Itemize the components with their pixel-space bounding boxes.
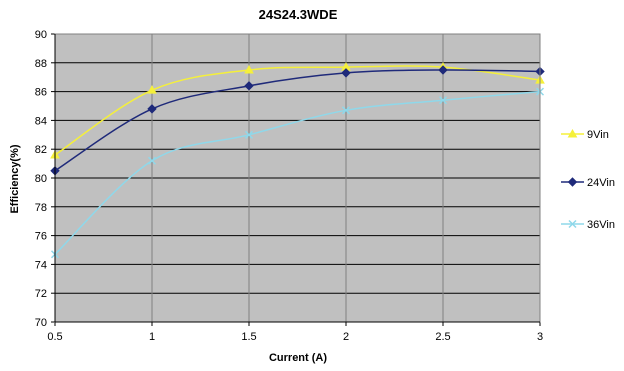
- y-tick-label: 84: [35, 115, 47, 127]
- x-tick-label: 3: [537, 331, 543, 343]
- x-tick-label: 1.5: [241, 331, 256, 343]
- series-line-24vin: [54, 69, 541, 172]
- x-axis-label: Current (A): [269, 352, 327, 364]
- series-layer: [50, 62, 545, 259]
- data-point-24vin: [244, 81, 254, 91]
- data-point-9vin: [244, 64, 254, 74]
- legend-item-9vin: 9Vin: [561, 128, 609, 141]
- legend-marker-24vin: [567, 177, 578, 187]
- x-tick-label: 2.5: [435, 331, 450, 343]
- y-tick-label: 88: [35, 58, 47, 70]
- chart-title: 24S24.3WDE: [259, 7, 338, 22]
- legend-label-9vin: 9Vin: [587, 129, 609, 141]
- y-tick-label: 72: [35, 288, 47, 300]
- data-point-36vin: [341, 106, 351, 115]
- data-point-36vin: [438, 96, 448, 105]
- axes: [54, 33, 541, 323]
- y-tick-label: 82: [35, 144, 47, 156]
- y-tick-label: 76: [35, 231, 47, 243]
- legend-label-24vin: 24Vin: [587, 177, 615, 189]
- y-tick-label: 80: [35, 173, 47, 185]
- data-point-24vin: [438, 65, 448, 75]
- data-point-36vin: [147, 156, 157, 165]
- legend-marker-9vin: [567, 128, 578, 138]
- y-tick-label: 70: [35, 317, 47, 329]
- y-axis-label: Efficiency(%): [9, 144, 21, 213]
- legend-item-36vin: 36Vin: [561, 219, 615, 231]
- x-tick-label: 2: [343, 331, 349, 343]
- series-line-9vin: [54, 65, 541, 156]
- y-tick-labels: 70 72 74 76 78 80 82 84 86 88 90: [35, 29, 47, 329]
- legend-item-24vin: 24Vin: [561, 177, 615, 189]
- data-point-9vin: [147, 85, 157, 94]
- series-24vin: [50, 65, 545, 176]
- x-tick-label: 0.5: [47, 331, 62, 343]
- legend-marker-36vin: [568, 219, 577, 229]
- x-tick-labels: 0.5 1 1.5 2 2.5 3: [47, 331, 543, 343]
- series-line-36vin: [54, 90, 541, 255]
- data-point-24vin: [147, 104, 157, 114]
- data-point-36vin: [244, 130, 254, 139]
- data-point-24vin: [341, 68, 351, 78]
- y-tick-label: 86: [35, 87, 47, 99]
- legend: 9Vin 24Vin 36Vin: [561, 128, 615, 231]
- y-tick-label: 78: [35, 202, 47, 214]
- y-tick-label: 74: [35, 259, 47, 271]
- series-36vin: [50, 87, 545, 259]
- x-tick-label: 1: [149, 331, 155, 343]
- legend-label-36vin: 36Vin: [587, 219, 615, 231]
- y-tick-label: 90: [35, 29, 47, 41]
